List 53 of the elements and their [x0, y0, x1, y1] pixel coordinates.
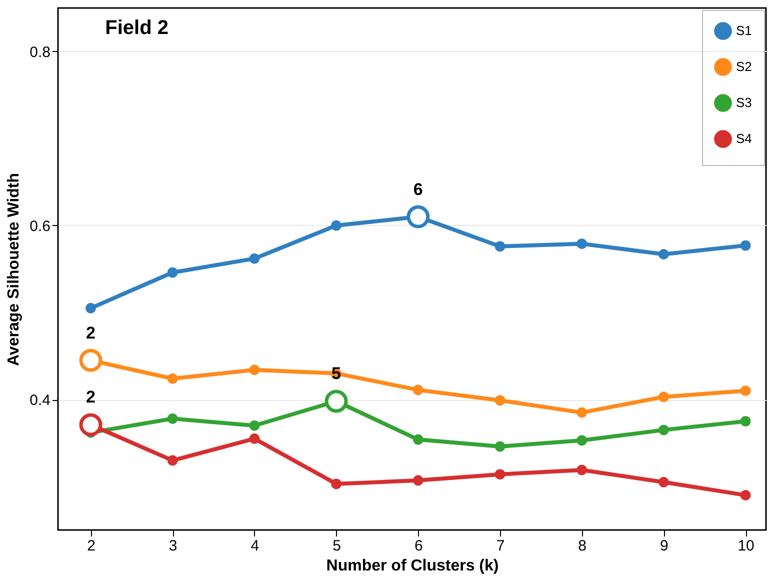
- point: [412, 475, 424, 486]
- y-tick-label: 0.4: [30, 392, 50, 409]
- legend-label: S2: [736, 59, 752, 74]
- point: [167, 413, 178, 424]
- point: [576, 407, 588, 418]
- point: [494, 241, 506, 252]
- point: [740, 386, 751, 396]
- x-tick-label: 4: [250, 538, 260, 554]
- point: [167, 455, 178, 466]
- point: [576, 238, 588, 250]
- point: [740, 490, 751, 500]
- point: [576, 464, 588, 476]
- x-tick-label: 3: [168, 538, 178, 554]
- x-tick-label: 5: [332, 538, 341, 554]
- point: [331, 478, 342, 490]
- annotation: 6: [413, 180, 423, 199]
- text: Field 2: [105, 17, 169, 39]
- point: [740, 240, 751, 251]
- point: [167, 267, 178, 278]
- annotation: 2: [86, 323, 96, 342]
- point: [494, 441, 506, 452]
- point: [658, 248, 669, 260]
- legend-label: S4: [736, 131, 752, 146]
- point: [85, 302, 96, 314]
- x-tick-label: 10: [738, 538, 754, 554]
- x-tick-label: 6: [414, 538, 423, 554]
- point: [167, 373, 178, 384]
- point: [658, 424, 669, 436]
- legend-label: S3: [736, 95, 752, 110]
- point: [740, 416, 751, 426]
- point: [412, 434, 424, 445]
- y-tick-label: 0.6: [30, 218, 50, 235]
- annotation: 5: [332, 364, 342, 384]
- y-axis-title: Average Silhouette Width: [6, 172, 23, 366]
- point: [494, 395, 506, 406]
- point: [494, 469, 506, 480]
- point: [249, 364, 260, 376]
- point: [249, 433, 260, 444]
- point: [576, 435, 588, 446]
- point: [249, 420, 260, 431]
- point: [249, 253, 260, 264]
- x-tick-label: 2: [87, 538, 96, 554]
- annotation: 2: [86, 388, 96, 407]
- x-tick-label: 8: [578, 538, 587, 554]
- x-axis-title: Number of Clusters (k): [326, 558, 499, 574]
- point: [658, 476, 669, 488]
- x-tick-label: 9: [660, 538, 668, 554]
- y-tick-label: 0.8: [30, 44, 50, 61]
- x-tick-label: 7: [496, 538, 505, 554]
- legend-label: S1: [736, 23, 752, 38]
- point: [412, 384, 424, 396]
- point: [331, 220, 342, 231]
- point: [658, 392, 669, 402]
